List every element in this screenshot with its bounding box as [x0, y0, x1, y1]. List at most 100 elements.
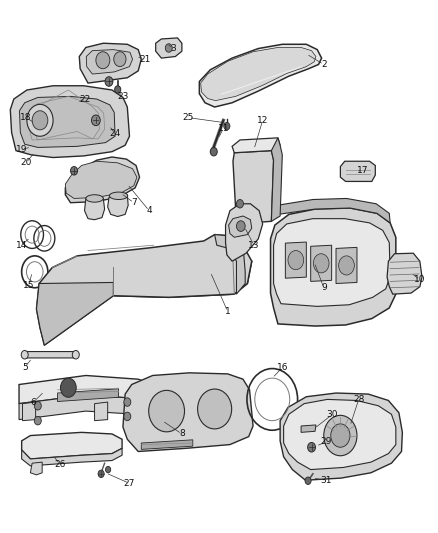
Text: 25: 25	[183, 113, 194, 122]
Polygon shape	[86, 50, 133, 74]
Polygon shape	[19, 96, 115, 148]
Circle shape	[21, 351, 28, 359]
Text: 10: 10	[414, 275, 426, 284]
Text: 2: 2	[321, 60, 327, 69]
Text: 3: 3	[170, 44, 176, 53]
Circle shape	[34, 416, 41, 425]
Circle shape	[106, 466, 111, 473]
Polygon shape	[141, 440, 193, 449]
Polygon shape	[79, 43, 141, 83]
Polygon shape	[22, 402, 35, 421]
Ellipse shape	[110, 192, 128, 199]
Circle shape	[115, 86, 121, 93]
Polygon shape	[123, 373, 253, 451]
Polygon shape	[272, 198, 390, 223]
Text: 29: 29	[320, 438, 332, 447]
Polygon shape	[301, 425, 316, 432]
Circle shape	[98, 470, 104, 478]
Text: 17: 17	[357, 166, 369, 175]
Text: 28: 28	[353, 395, 364, 404]
Text: 14: 14	[16, 241, 27, 250]
Circle shape	[27, 104, 53, 136]
Text: 26: 26	[54, 460, 65, 469]
Polygon shape	[130, 402, 143, 421]
Polygon shape	[108, 195, 128, 216]
Circle shape	[114, 52, 126, 67]
Text: 7: 7	[131, 198, 137, 207]
Text: 18: 18	[20, 113, 32, 122]
Text: 27: 27	[124, 479, 135, 488]
Polygon shape	[311, 245, 332, 281]
Text: 16: 16	[276, 363, 288, 372]
Polygon shape	[30, 462, 42, 475]
Text: 19: 19	[16, 145, 28, 154]
Circle shape	[60, 378, 76, 397]
Polygon shape	[19, 394, 153, 419]
Polygon shape	[271, 208, 396, 326]
Polygon shape	[340, 161, 375, 181]
Circle shape	[32, 111, 48, 130]
Circle shape	[92, 115, 100, 126]
Circle shape	[288, 251, 304, 270]
Polygon shape	[36, 282, 113, 345]
Polygon shape	[215, 235, 245, 294]
Polygon shape	[336, 247, 357, 284]
Text: 4: 4	[146, 206, 152, 215]
Ellipse shape	[198, 389, 232, 429]
Circle shape	[307, 442, 315, 452]
Polygon shape	[272, 138, 283, 221]
Circle shape	[124, 412, 131, 421]
Text: 23: 23	[117, 92, 129, 101]
Circle shape	[305, 477, 311, 484]
Text: 22: 22	[79, 94, 90, 103]
Circle shape	[210, 148, 217, 156]
Polygon shape	[21, 448, 122, 466]
Text: 6: 6	[31, 398, 36, 407]
Circle shape	[124, 398, 131, 406]
Circle shape	[165, 44, 172, 52]
Polygon shape	[284, 399, 396, 470]
Circle shape	[224, 123, 230, 130]
Text: 5: 5	[22, 363, 28, 372]
Ellipse shape	[149, 390, 184, 432]
Circle shape	[331, 424, 350, 447]
Polygon shape	[65, 157, 140, 203]
Circle shape	[105, 77, 113, 86]
Polygon shape	[274, 219, 390, 306]
Polygon shape	[229, 216, 252, 237]
Circle shape	[34, 401, 41, 410]
Text: 31: 31	[320, 476, 332, 484]
Circle shape	[96, 52, 110, 69]
Polygon shape	[65, 161, 137, 198]
Polygon shape	[286, 242, 306, 278]
Polygon shape	[387, 253, 422, 294]
Text: 13: 13	[248, 241, 260, 250]
Polygon shape	[280, 393, 403, 480]
Text: 12: 12	[257, 116, 268, 125]
Polygon shape	[57, 389, 119, 401]
Polygon shape	[95, 402, 108, 421]
Text: 15: 15	[23, 280, 35, 289]
Polygon shape	[11, 86, 130, 158]
Text: 11: 11	[218, 124, 229, 133]
Polygon shape	[233, 151, 274, 224]
Polygon shape	[25, 352, 76, 358]
Text: 20: 20	[20, 158, 32, 167]
Polygon shape	[19, 375, 153, 403]
Text: 8: 8	[179, 430, 185, 439]
Text: 30: 30	[327, 410, 338, 419]
Circle shape	[72, 351, 79, 359]
Polygon shape	[21, 432, 122, 459]
Circle shape	[237, 199, 244, 208]
Polygon shape	[113, 252, 252, 297]
Circle shape	[71, 166, 78, 175]
Circle shape	[237, 221, 245, 231]
Circle shape	[313, 254, 329, 273]
Polygon shape	[36, 235, 252, 345]
Polygon shape	[226, 204, 263, 261]
Ellipse shape	[86, 195, 103, 202]
Text: 24: 24	[110, 129, 121, 138]
Polygon shape	[199, 44, 321, 107]
Text: 1: 1	[225, 307, 231, 316]
Polygon shape	[232, 138, 280, 153]
